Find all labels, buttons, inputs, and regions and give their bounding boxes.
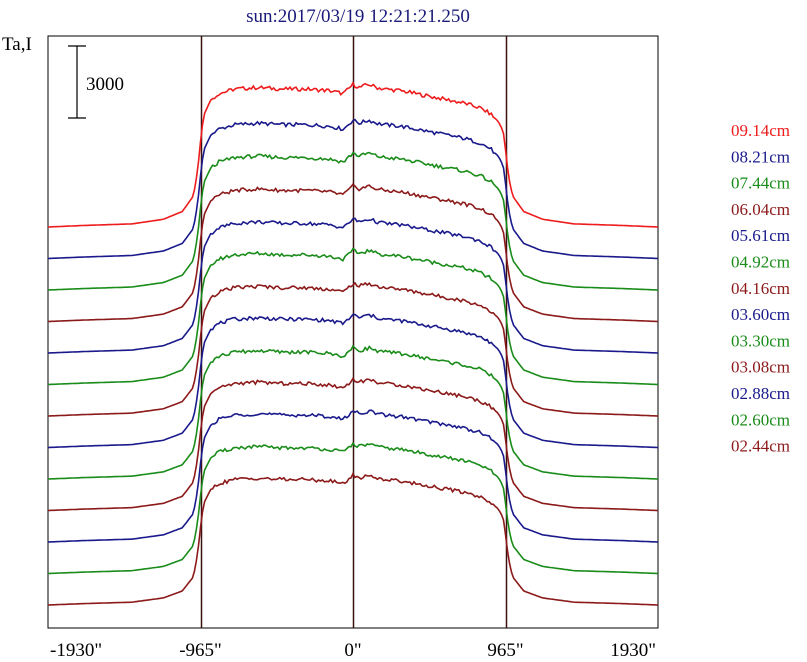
legend-entry: 08.21cm (731, 147, 790, 166)
series-line-03-08cm (47, 376, 659, 512)
legend-entry: 05.61cm (731, 226, 790, 245)
legend-entry: 09.14cm (731, 121, 790, 140)
legend-entry: 02.44cm (731, 437, 790, 456)
series-line-08-21cm (47, 118, 659, 260)
legend-entry: 03.60cm (731, 305, 790, 324)
series-line-02-60cm (47, 441, 659, 575)
series-line-02-88cm (47, 409, 659, 543)
series-lines (47, 80, 659, 606)
x-tick-label: 965" (487, 640, 523, 661)
scale-bar: 3000 (68, 45, 124, 119)
series-line-06-04cm (47, 183, 659, 323)
legend-entry: 04.92cm (731, 253, 790, 272)
legend-entry: 02.88cm (731, 384, 790, 403)
series-line-09-14cm (47, 80, 659, 228)
legend: 09.14cm 08.21cm 07.44cm 06.04cm 05.61cm 04.92… (731, 121, 790, 456)
x-tick-labels: -1930" -965" 0" 965" 1930" (50, 640, 656, 661)
chart-title: sun:2017/03/19 12:21:21.250 (246, 6, 470, 27)
x-tick-label: 0" (344, 640, 361, 661)
y-axis-label: Ta,I (2, 34, 32, 55)
series-line-03-30cm (47, 344, 659, 480)
x-tick-label: -1930" (50, 640, 102, 661)
series-line-03-60cm (47, 313, 659, 449)
legend-entry: 03.08cm (731, 358, 790, 377)
x-tick-label: -965" (179, 640, 222, 661)
legend-entry: 06.04cm (731, 200, 790, 219)
series-line-02-44cm (47, 471, 659, 606)
x-tick-label: 1930" (610, 640, 656, 661)
legend-entry: 03.30cm (731, 331, 790, 350)
series-line-04-92cm (47, 247, 659, 386)
series-line-07-44cm (47, 151, 659, 291)
legend-entry: 07.44cm (731, 174, 790, 193)
legend-entry: 04.16cm (731, 279, 790, 298)
scale-bar-label: 3000 (86, 74, 124, 95)
series-line-05-61cm (47, 217, 659, 354)
series-line-04-16cm (47, 281, 659, 417)
legend-entry: 02.60cm (731, 410, 790, 429)
